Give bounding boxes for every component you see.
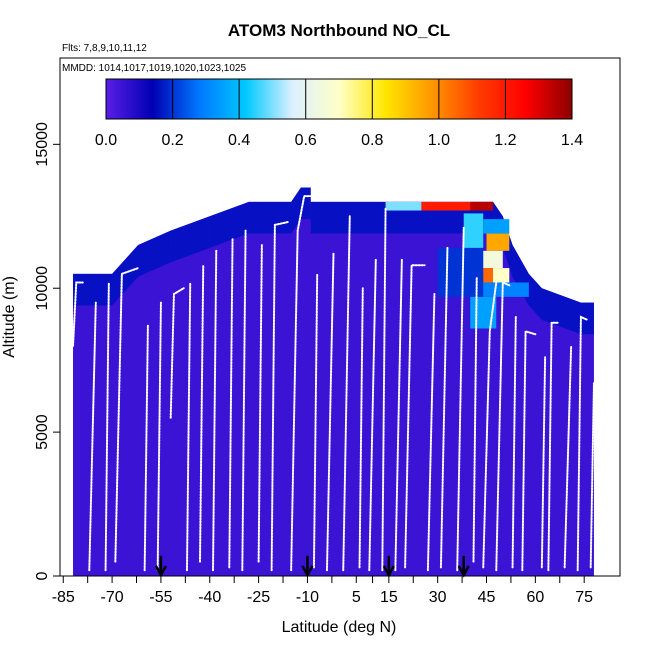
flight-profile-line [342, 215, 351, 572]
flight-profile-line [540, 356, 547, 569]
y-axis-label: Altitude (m) [1, 276, 18, 358]
heatmap-cell [483, 219, 510, 234]
x-tick-label: -25 [247, 589, 270, 606]
mmdd-subtitle: MMDD: 1014,1017,1019,1020,1023,1025 [62, 63, 246, 74]
flight-profile-line [72, 281, 84, 347]
flight-profile-line [511, 316, 517, 569]
flight-profile-line [381, 206, 387, 572]
heatmap-upper-band [209, 201, 249, 248]
flight-arrow [154, 555, 168, 578]
x-tick-label: 45 [478, 589, 496, 606]
flight-profile-line [114, 267, 140, 563]
x-tick-label: -85 [52, 589, 75, 606]
colorbar-tick-label: 1.4 [561, 132, 583, 149]
flights-subtitle: Flts: 7,8,9,10,11,12 [62, 43, 147, 54]
flight-profile-line [394, 258, 403, 572]
plot-frame [59, 57, 621, 577]
heatmap-cell [421, 201, 494, 211]
flight-profile-line [521, 330, 537, 572]
flight-profiles [72, 195, 595, 572]
colorbar-gradient [105, 78, 573, 120]
heatmap-upper-band [112, 245, 139, 306]
y-tick-label: 10000 [34, 266, 51, 311]
x-axis-label: Latitude (deg N) [282, 619, 397, 636]
x-tick-label: -55 [149, 589, 172, 606]
chart-title: ATOM3 Northbound NO_CL [228, 21, 450, 40]
flight-profile-line [88, 301, 97, 572]
flight-profile-line [563, 344, 573, 569]
flight-profile-line [212, 249, 218, 572]
flight-profile-line [241, 229, 247, 572]
heatmap-cell [486, 233, 510, 251]
heatmap-cell [480, 250, 503, 269]
heatmap-upper-band [580, 302, 594, 335]
flight-profile-line [576, 315, 589, 572]
flight-arrows [154, 555, 470, 578]
flight-profile-line [257, 244, 263, 563]
flight-profile-line [456, 226, 465, 572]
flight-profile-line [156, 301, 162, 572]
flight-arrow [382, 555, 395, 578]
flight-profile-line [472, 275, 478, 563]
flight-profile-line [325, 252, 335, 572]
flight-profile-line [290, 195, 312, 572]
flight-profile-line [169, 287, 185, 419]
heatmap-cell [493, 268, 510, 283]
x-tick-label: 30 [429, 589, 447, 606]
x-tick-label: 60 [526, 589, 544, 606]
colorbar-tick-label: 1.2 [494, 132, 516, 149]
heatmap-upper-band [310, 201, 340, 234]
x-tick-label: 15 [380, 589, 398, 606]
flight-arrow [457, 555, 470, 578]
colorbar-tick-label: 0.4 [228, 132, 250, 149]
heatmap-upper-band [138, 230, 171, 277]
flight-profile-line [547, 321, 560, 572]
flight-profile-line [185, 281, 192, 572]
heatmap-cell [385, 201, 422, 211]
flight-profile-line [589, 382, 595, 569]
colorbar-tick-label: 0.8 [361, 132, 383, 149]
flight-profile-line [482, 281, 498, 569]
flight-profile-line [358, 287, 364, 569]
colorbar: 0.0 0.2 0.4 0.6 0.8 1.0 1.2 1.4 [95, 78, 583, 149]
y-tick-label: 0 [34, 571, 51, 580]
colorbar-tick-label: 0.0 [95, 132, 117, 149]
flight-profile-line [404, 264, 426, 569]
flight-profile-line [104, 281, 110, 572]
flight-arrow [301, 555, 314, 578]
x-tick-label: 75 [575, 589, 593, 606]
heatmap-cell [463, 213, 484, 248]
x-tick-label: 5 [352, 589, 361, 606]
flight-profile-line [426, 292, 436, 572]
flight-profile-line [495, 280, 511, 572]
colorbar-tick-label: 0.6 [295, 132, 317, 149]
x-tick-label: -70 [101, 589, 124, 606]
heatmap-cell [470, 201, 494, 211]
heatmap-upper-band [248, 201, 292, 234]
heatmap-cell [470, 282, 529, 297]
x-axis: -85 -70 -55 -40 -25 -10 5 15 30 45 60 75 [52, 576, 593, 606]
y-tick-label: 15000 [34, 122, 51, 167]
heatmap-upper-band [170, 216, 210, 263]
x-tick-label: -10 [296, 589, 319, 606]
heatmap-upper-band [73, 273, 113, 306]
x-tick-label: -40 [198, 589, 221, 606]
flight-profile-line [312, 272, 319, 569]
colorbar-tick-label: 1.0 [428, 132, 450, 149]
heatmap-upper-band [528, 273, 542, 320]
flight-profile-line [368, 258, 377, 572]
colorbar-tick-label: 0.2 [161, 132, 183, 149]
y-tick-label: 5000 [34, 414, 51, 450]
flight-profile-line [143, 324, 149, 572]
flight-profile-line [439, 246, 449, 569]
flight-profile-line [228, 238, 234, 569]
flight-profile-line [199, 264, 205, 563]
flight-profile-line [270, 221, 289, 572]
y-axis: 0 5000 10000 15000 [34, 122, 60, 580]
